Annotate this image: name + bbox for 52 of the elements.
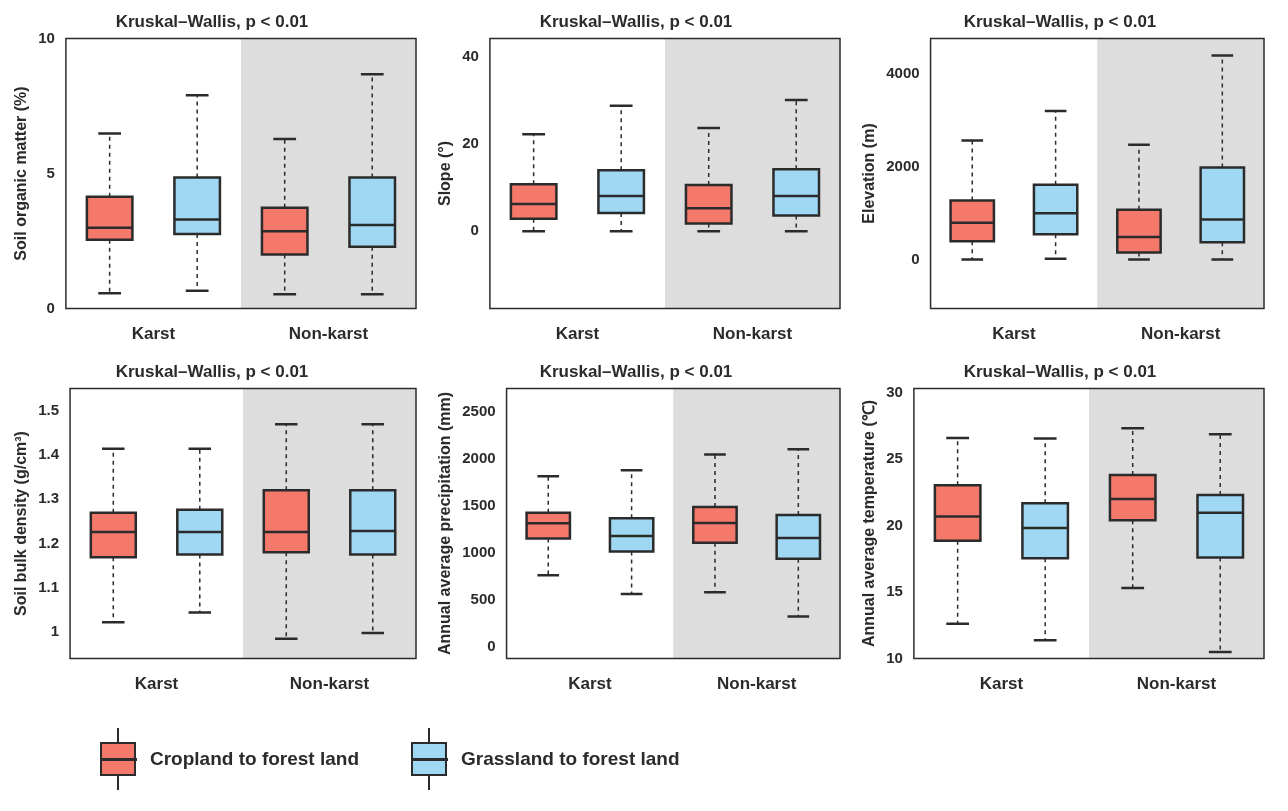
x-tick-label: Non-karst (288, 324, 369, 344)
y-tick-label: 5 (46, 163, 55, 181)
y-axis-title: Slope (°) (436, 140, 454, 207)
x-tick-label: Non-karst (1136, 674, 1217, 694)
y-tick-label: 15 (886, 582, 903, 600)
x-tick-label: Non-karst (1140, 324, 1221, 344)
x-tick-label: Non-karst (289, 674, 370, 694)
y-tick-label: 1 (50, 622, 60, 640)
x-tick-label: Karst (131, 324, 176, 344)
chart-title: Kruskal–Wallis, p < 0.01 (115, 361, 309, 381)
y-tick-label: 1.3 (38, 489, 60, 507)
y-tick-label: 0 (470, 221, 479, 239)
x-tick-label: Karst (134, 674, 179, 694)
chart-title: Kruskal–Wallis, p < 0.01 (963, 11, 1157, 31)
y-tick-label: 2500 (462, 401, 496, 419)
x-tick-label: Karst (979, 674, 1024, 694)
x-tick-label: Non-karst (712, 324, 793, 344)
y-tick-label: 25 (886, 449, 903, 467)
x-tick-label: Karst (568, 674, 612, 694)
y-axis-title: Soil organic matter (%) (12, 86, 30, 261)
x-tick-label: Non-karst (716, 674, 797, 694)
y-tick-label: 1.1 (38, 577, 60, 595)
y-tick-label: 500 (470, 589, 496, 607)
y-tick-label: 40 (462, 46, 479, 64)
y-tick-label: 1000 (462, 542, 496, 560)
y-tick-label: 2000 (462, 448, 496, 466)
x-tick-label: Karst (992, 324, 1036, 344)
y-tick-label: 0 (487, 636, 496, 654)
chart-title: Kruskal–Wallis, p < 0.01 (115, 11, 309, 31)
y-axis-title: Annual average temperature (℃) (860, 399, 878, 648)
y-tick-label: 2000 (886, 156, 920, 174)
y-tick-label: 0 (911, 249, 920, 267)
y-tick-label: 1500 (462, 495, 496, 513)
y-axis-title: Annual average precipitation (mm) (436, 391, 454, 656)
legend-label: Grassland to forest land (461, 748, 680, 770)
x-tick-label: Karst (555, 324, 600, 344)
y-tick-label: 1.4 (38, 444, 60, 462)
chart-title: Kruskal–Wallis, p < 0.01 (963, 361, 1157, 381)
y-tick-label: 30 (886, 382, 903, 400)
legend-label: Cropland to forest land (150, 748, 359, 770)
y-tick-label: 10 (38, 28, 55, 46)
y-tick-label: 10 (886, 648, 903, 666)
y-tick-label: 1.5 (38, 400, 60, 418)
y-axis-title: Elevation (m) (860, 123, 878, 224)
y-tick-label: 0 (46, 298, 55, 316)
chart-title: Kruskal–Wallis, p < 0.01 (539, 361, 733, 381)
y-tick-label: 20 (886, 515, 903, 533)
y-axis-title: Soil bulk density (g/cm³) (12, 431, 30, 616)
y-tick-label: 4000 (886, 63, 920, 81)
chart-title: Kruskal–Wallis, p < 0.01 (539, 11, 733, 31)
y-tick-label: 1.2 (38, 533, 60, 551)
y-tick-label: 20 (462, 134, 479, 152)
